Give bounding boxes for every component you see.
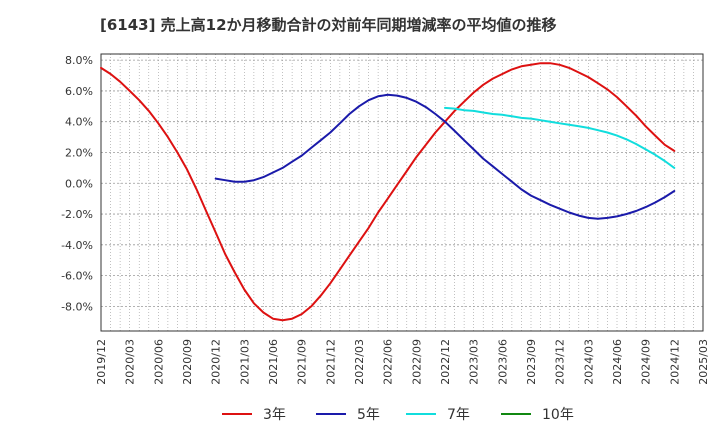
x-tick-label: 2024/12 (668, 339, 681, 385)
x-tick-label: 2020/09 (181, 339, 194, 385)
x-tick-label: 2020/03 (124, 339, 137, 385)
legend-label-0: 3年 (263, 407, 286, 423)
x-tick-label: 2023/03 (468, 339, 481, 385)
series-line-0 (100, 62, 676, 322)
y-tick-label: -8.0% (61, 300, 93, 313)
y-tick-label: 4.0% (65, 116, 93, 129)
x-tick-label: 2021/09 (296, 339, 309, 385)
y-tick-label: 2.0% (65, 146, 93, 159)
y-tick-label: 0.0% (65, 177, 93, 190)
x-tick-label: 2022/06 (382, 339, 395, 385)
x-tick-label: 2023/12 (554, 339, 567, 385)
x-tick-label: 2021/12 (324, 339, 337, 385)
x-tick-label: 2021/03 (238, 339, 251, 385)
x-tick-label: 2022/09 (410, 339, 423, 385)
x-tick-label: 2020/06 (152, 339, 165, 385)
x-tick-label: 2022/03 (353, 339, 366, 385)
series-line-2 (444, 106, 676, 169)
x-tick-label: 2024/09 (640, 339, 653, 385)
legend-label-1: 5年 (357, 407, 380, 423)
x-tick-label: 2025/03 (697, 339, 710, 385)
x-tick-label: 2022/12 (439, 339, 452, 385)
x-tick-label: 2024/03 (582, 339, 595, 385)
x-tick-label: 2023/06 (496, 339, 509, 385)
y-tick-label: -2.0% (61, 208, 93, 221)
plot-area (101, 54, 703, 331)
x-tick-label: 2020/12 (210, 339, 223, 385)
plot-border (100, 53, 704, 332)
y-tick-label: 8.0% (65, 54, 93, 67)
x-tick-label: 2023/09 (525, 339, 538, 385)
chart-title: [6143] 売上高12か月移動合計の対前年同期増減率の平均値の推移 (100, 16, 557, 34)
legend-label-3: 10年 (542, 407, 574, 423)
y-tick-label: -4.0% (61, 239, 93, 252)
x-tick-label: 2021/06 (267, 339, 280, 385)
series-line-1 (214, 93, 676, 220)
y-tick-label: 6.0% (65, 85, 93, 98)
x-tick-label: 2024/06 (611, 339, 624, 385)
y-tick-label: -6.0% (61, 270, 93, 283)
x-tick-label: 2019/12 (95, 339, 108, 385)
legend-label-2: 7年 (447, 407, 470, 423)
